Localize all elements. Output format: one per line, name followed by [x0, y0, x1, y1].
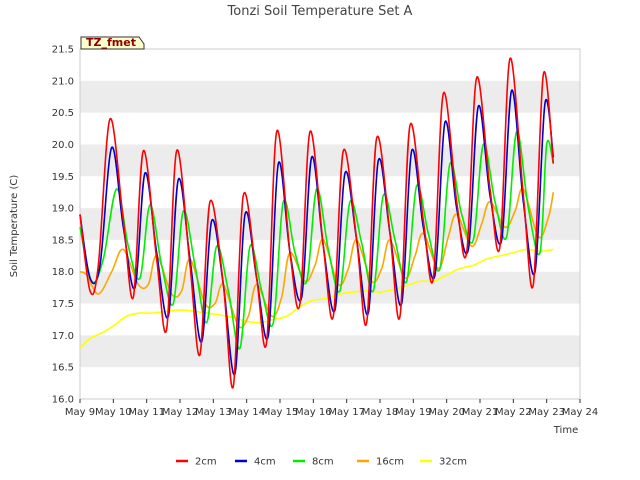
grid-band [80, 80, 580, 113]
chart-title: Tonzi Soil Temperature Set A [227, 4, 413, 19]
tag-label: TZ_fmet [86, 36, 136, 49]
y-tick-label: 21.0 [52, 76, 74, 87]
series-line-32cm [79, 248, 554, 349]
tag-box: TZ_fmet [80, 36, 145, 50]
x-tick-label: May 22 [495, 407, 532, 418]
grid-band [80, 144, 580, 177]
legend-label-32cm: 32cm [439, 457, 467, 468]
y-tick-label: 19.5 [52, 172, 74, 183]
series-lines [79, 57, 555, 389]
x-tick-label: May 11 [128, 407, 165, 418]
legend-label-2cm: 2cm [195, 457, 217, 468]
x-axis-label: Time [553, 425, 578, 436]
y-tick-label: 16.5 [52, 363, 74, 374]
x-tick-label: May 19 [395, 407, 432, 418]
y-tick-label: 20.5 [52, 108, 74, 119]
x-tick-label: May 12 [162, 407, 199, 418]
y-tick-label: 17.0 [52, 331, 74, 342]
grid-band [80, 335, 580, 368]
y-tick-label: 18.5 [52, 235, 74, 246]
x-tick-label: May 14 [228, 407, 265, 418]
y-tick-label: 16.0 [52, 395, 74, 406]
x-tick-label: May 10 [95, 407, 132, 418]
x-tick-label: May 23 [528, 407, 565, 418]
series-line-2cm [79, 57, 555, 389]
grid-bands [80, 80, 580, 368]
x-tick-label: May 20 [428, 407, 465, 418]
legend-label-4cm: 4cm [254, 457, 276, 468]
x-tick-label: May 9 [65, 407, 95, 418]
x-tick-label: May 15 [262, 407, 299, 418]
y-axis-ticks: 16.0 16.5 17.0 17.5 18.0 18.5 19.0 19.5 20.0 20.5… [52, 45, 74, 406]
legend: 2cm 4cm 8cm 16cm 32cm [176, 457, 467, 468]
x-tick-label: May 21 [462, 407, 499, 418]
plot-area [79, 48, 581, 400]
legend-label-16cm: 16cm [376, 457, 404, 468]
legend-label-8cm: 8cm [312, 457, 334, 468]
tag-box-shape [80, 36, 145, 50]
y-tick-label: 18.0 [52, 267, 74, 278]
x-tick-label: May 18 [362, 407, 399, 418]
x-tick-label: May 13 [195, 407, 232, 418]
x-tick-label: May 24 [562, 407, 599, 418]
y-tick-label: 20.0 [52, 140, 74, 151]
y-tick-label: 17.5 [52, 299, 74, 310]
y-tick-label: 19.0 [52, 204, 74, 215]
y-axis-label: Soil Temperature (C) [9, 175, 20, 278]
series-line-8cm [79, 130, 555, 350]
x-tick-label: May 17 [328, 407, 365, 418]
x-tick-label: May 16 [295, 407, 332, 418]
y-tick-label: 21.5 [52, 45, 74, 56]
